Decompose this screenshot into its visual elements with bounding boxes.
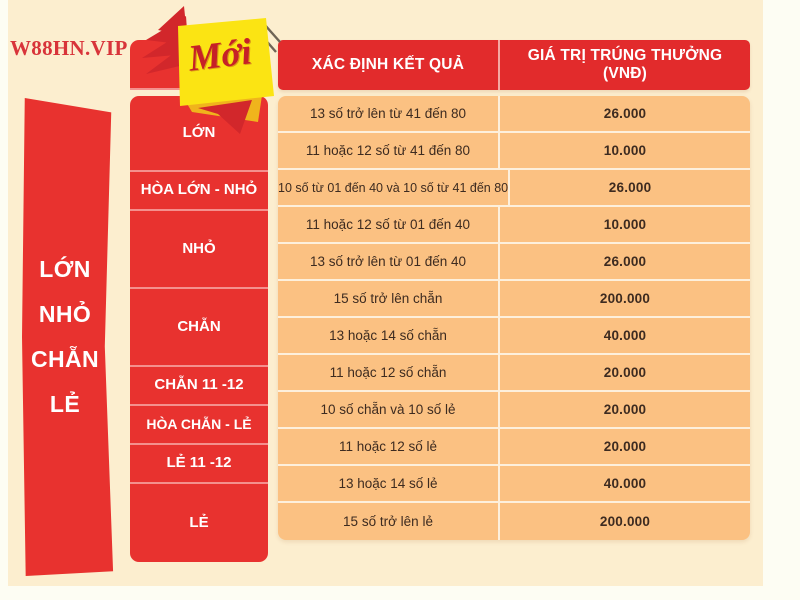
cell-result: 10 số chẵn và 10 số lẻ: [278, 392, 500, 427]
header-prize: GIÁ TRỊ TRÚNG THƯỞNG (VNĐ): [527, 47, 723, 82]
category-cell-le-11-12[interactable]: LẺ 11 -12: [130, 445, 268, 484]
header-result: XÁC ĐỊNH KẾT QUẢ: [278, 40, 500, 90]
cell-prize: 10.000: [603, 217, 647, 232]
left-margin-strip: [0, 0, 8, 600]
table-row[interactable]: 13 hoặc 14 số chẵn 40.000: [278, 318, 750, 355]
starburst-badge-graphic: [142, 6, 281, 134]
cell-prize: 20.000: [603, 365, 647, 380]
category-cell-chan-11-12[interactable]: CHẴN 11 -12: [130, 367, 268, 406]
cell-prize: 40.000: [603, 476, 647, 491]
cell-prize: 200.000: [599, 291, 651, 306]
cell-result: 11 hoặc 12 số từ 41 đến 80: [278, 133, 500, 168]
category-cell-le[interactable]: LẺ: [130, 484, 268, 562]
table-body-row: LỚN HÒA LỚN - NHỎ NHỎ CHẴN CHẴN 11 -12 H…: [130, 40, 750, 562]
data-column: XÁC ĐỊNH KẾT QUẢ GIÁ TRỊ TRÚNG THƯỞNG (V…: [278, 40, 750, 562]
bottom-margin-strip: [0, 586, 800, 600]
category-cell-hoa-chan-le[interactable]: HÒA CHẴN - LẺ: [130, 406, 268, 445]
cell-prize: 26.000: [603, 106, 647, 121]
cell-result: 15 số trở lên lẻ: [278, 503, 500, 540]
table-row[interactable]: 11 hoặc 12 số chẵn 20.000: [278, 355, 750, 392]
right-margin-strip: [763, 0, 800, 600]
category-cell-chan[interactable]: CHẴN: [130, 289, 268, 367]
cell-result: 11 hoặc 12 số từ 01 đến 40: [278, 207, 500, 242]
cell-result: 13 số trở lên từ 41 đến 80: [278, 96, 500, 131]
cell-prize: 26.000: [608, 180, 652, 195]
cell-result: 15 số trở lên chẵn: [278, 281, 500, 316]
payout-table: LỚN HÒA LỚN - NHỎ NHỎ CHẴN CHẴN 11 -12 H…: [130, 40, 750, 562]
banner-label-chan: CHẴN: [30, 346, 100, 372]
cell-prize: 26.000: [603, 254, 647, 269]
table-row[interactable]: 11 hoặc 12 số lẻ 20.000: [278, 429, 750, 466]
category-cell-hoa-lon-nho[interactable]: HÒA LỚN - NHỎ: [130, 172, 268, 211]
left-category-banner: LỚN NHỎ CHẴN LẺ: [22, 98, 114, 576]
category-column: LỚN HÒA LỚN - NHỎ NHỎ CHẴN CHẴN 11 -12 H…: [130, 40, 268, 562]
cell-result: 13 số trở lên từ 01 đến 40: [278, 244, 500, 279]
cell-prize: 20.000: [603, 439, 647, 454]
table-row[interactable]: 10 số từ 01 đến 40 và 10 số từ 41 đến 80…: [278, 170, 750, 207]
banner-label-le: LẺ: [49, 391, 81, 417]
cell-result: 10 số từ 01 đến 40 và 10 số từ 41 đến 80: [278, 170, 511, 205]
table-row[interactable]: 13 số trở lên từ 41 đến 80 26.000: [278, 96, 750, 133]
cell-result: 11 hoặc 12 số lẻ: [278, 429, 500, 464]
table-header-row: XÁC ĐỊNH KẾT QUẢ GIÁ TRỊ TRÚNG THƯỞNG (V…: [278, 40, 750, 90]
table-row[interactable]: 11 hoặc 12 số từ 01 đến 40 10.000: [278, 207, 750, 244]
table-row[interactable]: 11 hoặc 12 số từ 41 đến 80 10.000: [278, 133, 750, 170]
banner-label-nho: NHỎ: [38, 301, 92, 327]
table-row[interactable]: 15 số trở lên lẻ 200.000: [278, 503, 750, 540]
cell-prize: 200.000: [599, 514, 651, 529]
banner-label-lon: LỚN: [39, 256, 91, 282]
cell-result: 13 hoặc 14 số lẻ: [278, 466, 500, 501]
new-starburst-badge: Mới: [140, 0, 290, 141]
cell-prize: 20.000: [603, 402, 647, 417]
cell-prize: 40.000: [603, 328, 647, 343]
cell-prize: 10.000: [603, 143, 647, 158]
table-row[interactable]: 10 số chẵn và 10 số lẻ 20.000: [278, 392, 750, 429]
site-watermark: W88HN.VIP: [10, 36, 128, 60]
banner-shape: [22, 98, 114, 576]
cell-result: 13 hoặc 14 số chẵn: [278, 318, 500, 353]
table-row[interactable]: 13 hoặc 14 số lẻ 40.000: [278, 466, 750, 503]
table-body: 13 số trở lên từ 41 đến 80 26.000 11 hoặ…: [278, 96, 750, 540]
table-row[interactable]: 13 số trở lên từ 01 đến 40 26.000: [278, 244, 750, 281]
banner-labels: LỚN NHỎ CHẴN LẺ: [22, 98, 114, 576]
category-cell-nho[interactable]: NHỎ: [130, 211, 268, 289]
table-row[interactable]: 15 số trở lên chẵn 200.000: [278, 281, 750, 318]
cell-result: 11 hoặc 12 số chẵn: [278, 355, 500, 390]
